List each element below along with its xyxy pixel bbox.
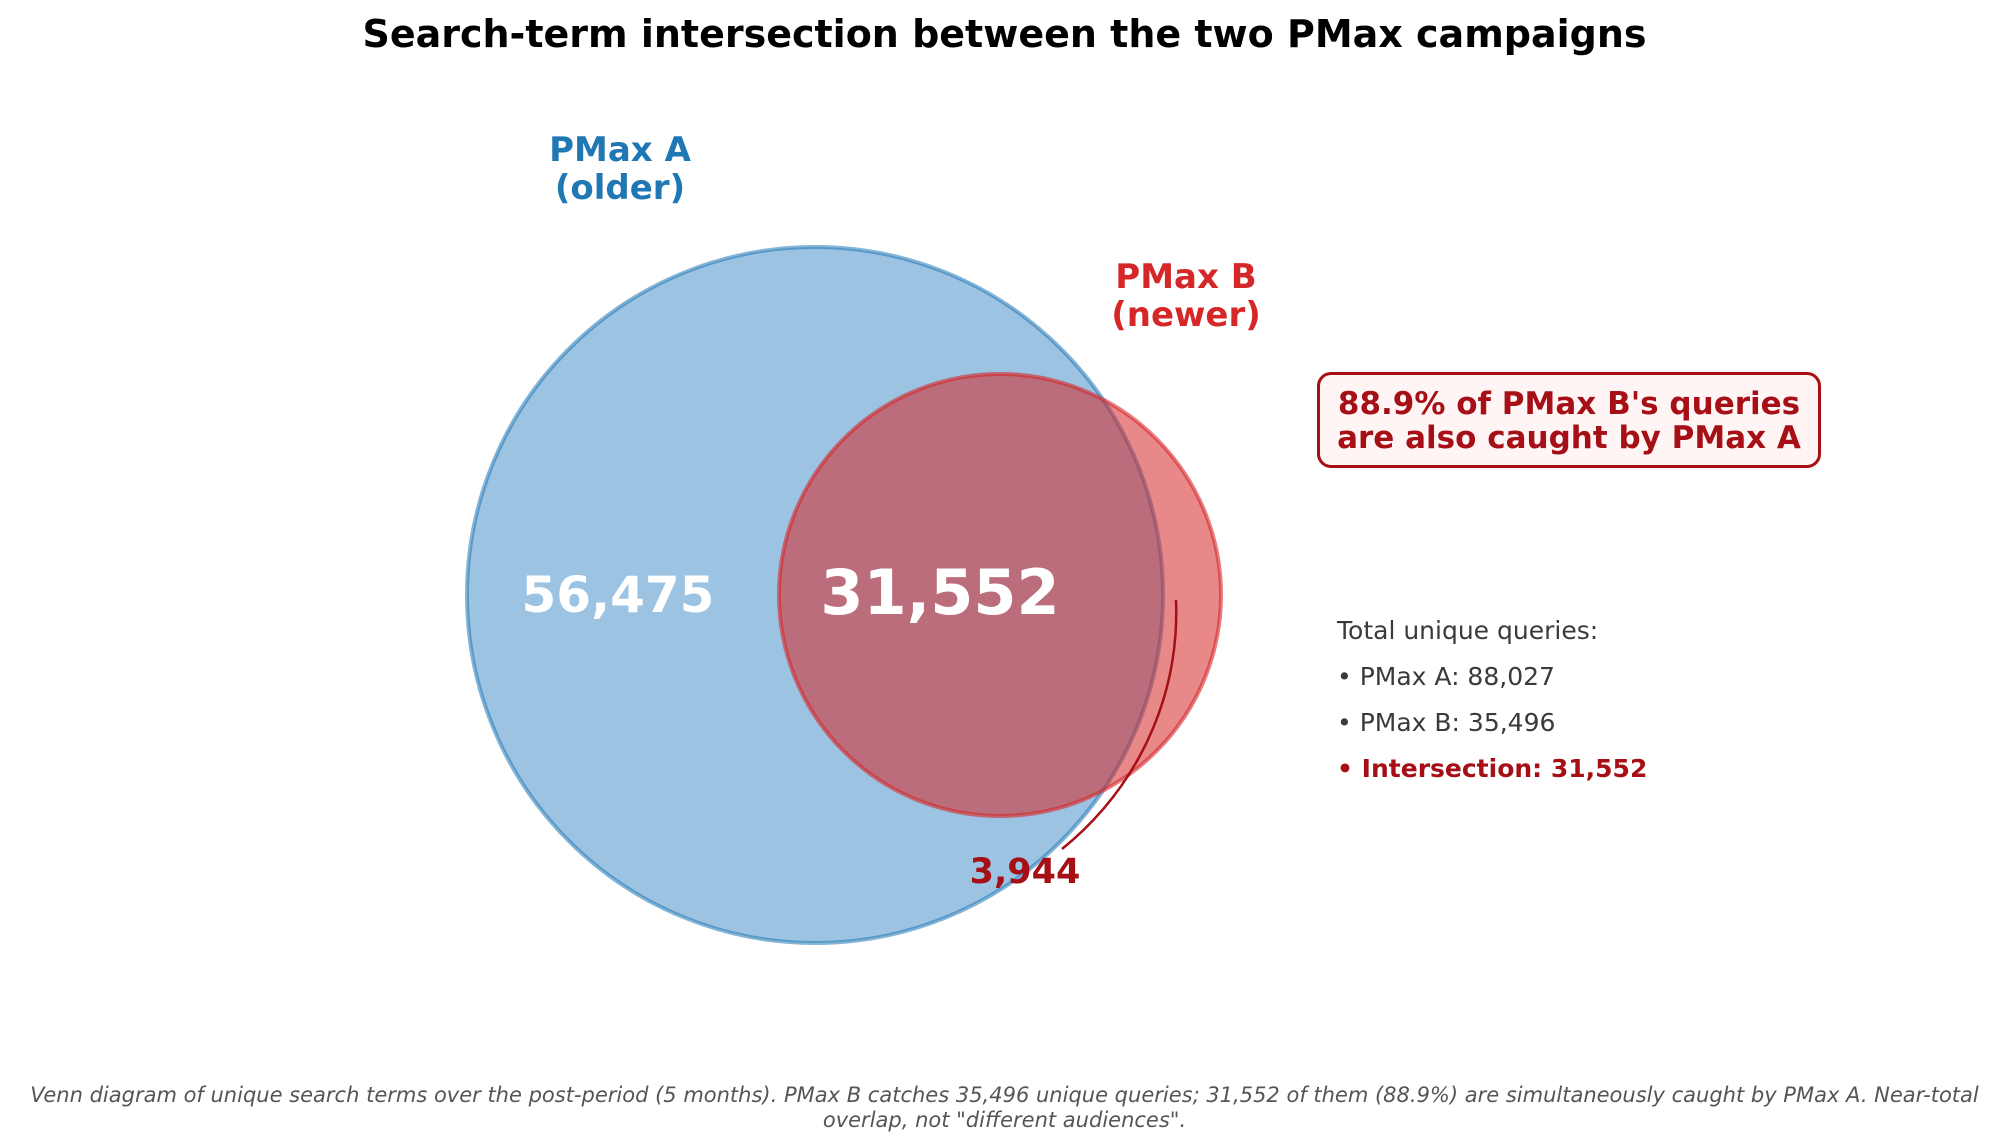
pmax-a-label: PMax A (older)	[500, 131, 740, 207]
circle-pmax-b	[777, 372, 1223, 818]
totals-heading: Total unique queries:	[1337, 616, 1599, 645]
pmax-a-label-line1: PMax A	[549, 130, 691, 170]
totals-panel: Total unique queries: • PMax A: 88,027 •…	[1337, 614, 1837, 798]
callout-line2: are also caught by PMax A	[1337, 420, 1801, 456]
totals-pmax-b: • PMax B: 35,496	[1337, 708, 1556, 737]
pmax-b-only-count: 3,944	[969, 852, 1081, 892]
pmax-a-only-count: 56,475	[521, 566, 715, 624]
pmax-a-label-line2: (older)	[554, 168, 686, 208]
pmax-b-label: PMax B (newer)	[1066, 258, 1306, 334]
figure-caption: Venn diagram of unique search terms over…	[0, 1083, 2009, 1133]
totals-pmax-a: • PMax A: 88,027	[1337, 662, 1555, 691]
pmax-b-label-line2: (newer)	[1111, 295, 1261, 335]
caption-line1: Venn diagram of unique search terms over…	[30, 1083, 1979, 1107]
totals-intersection: • Intersection: 31,552	[1337, 754, 1648, 783]
b-only-leader-line	[1061, 599, 1178, 850]
intersection-count: 31,552	[820, 556, 1060, 629]
figure-title: Search-term intersection between the two…	[362, 12, 1647, 56]
callout-line1: 88.9% of PMax B's queries	[1337, 386, 1801, 422]
overlap-callout-box: 88.9% of PMax B's queries are also caugh…	[1317, 372, 1821, 468]
pmax-b-label-line1: PMax B	[1115, 257, 1257, 297]
caption-line2: overlap, not "different audiences".	[822, 1108, 1187, 1132]
